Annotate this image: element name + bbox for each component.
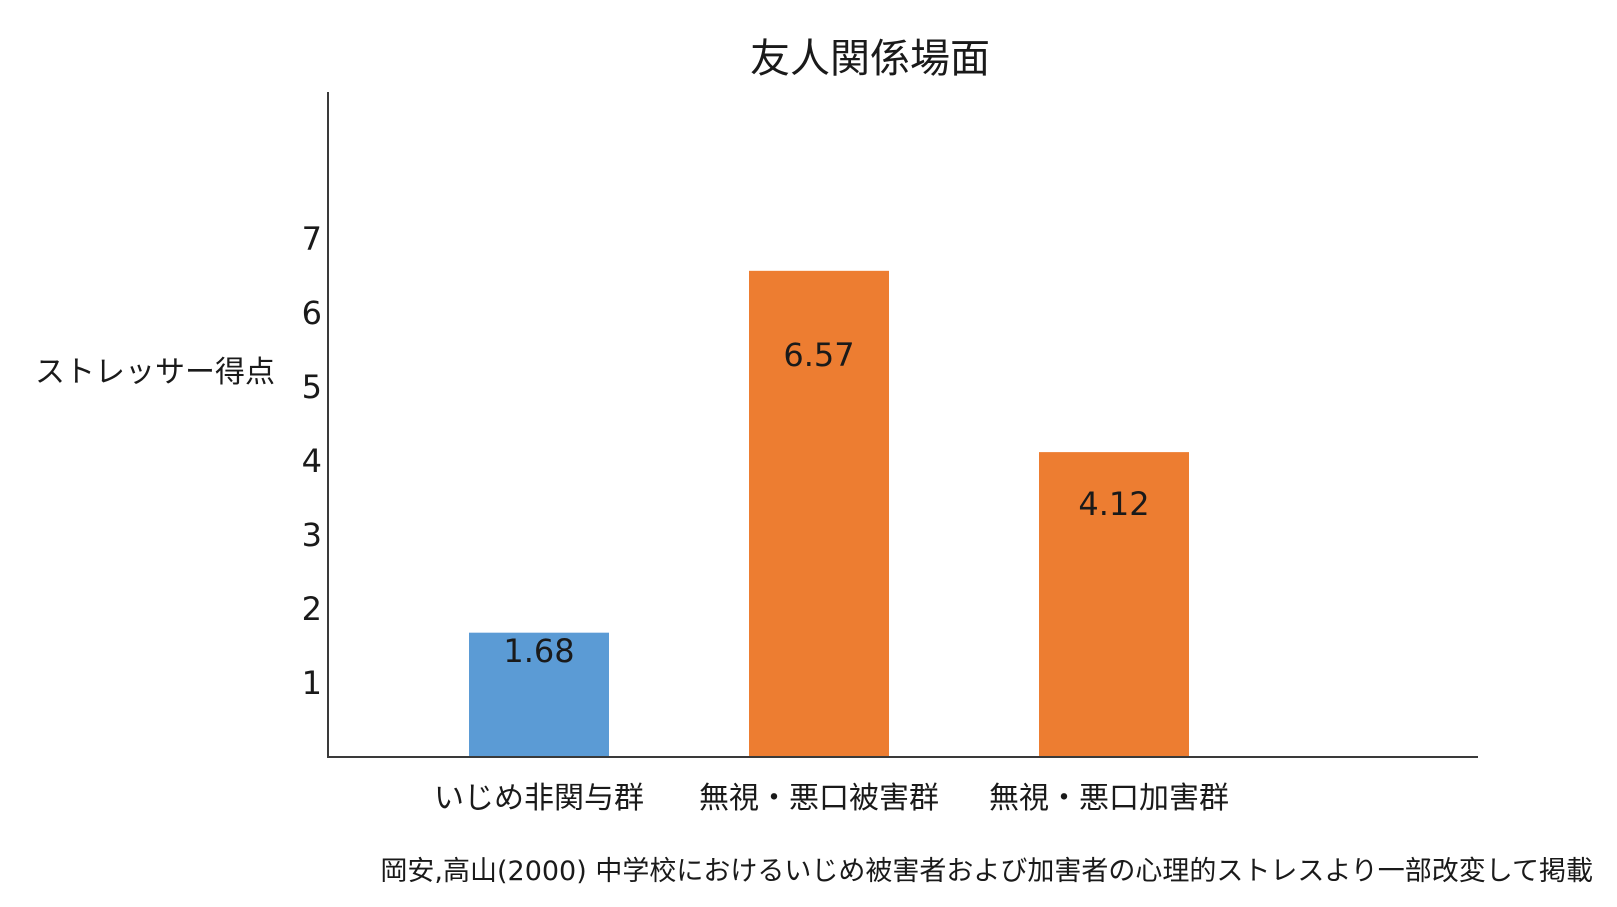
y-tick-label: 5 xyxy=(302,368,322,406)
bar xyxy=(469,632,609,757)
x-category-label: 無視・悪口被害群 xyxy=(699,781,939,816)
y-tick-label: 2 xyxy=(302,590,322,628)
y-axis-ticks: 1 2 3 4 5 6 7 xyxy=(302,220,322,702)
chart-title: 友人関係場面 xyxy=(750,36,990,82)
data-labels: 1.68 6.57 4.12 xyxy=(503,336,1149,670)
data-label: 6.57 xyxy=(783,336,854,374)
source-note: 岡安,高山(2000) 中学校におけるいじめ被害者および加害者の心理的ストレスよ… xyxy=(380,856,1593,887)
x-category-label: 無視・悪口加害群 xyxy=(989,781,1229,816)
y-tick-label: 1 xyxy=(302,664,322,702)
bar xyxy=(749,270,889,757)
y-tick-label: 6 xyxy=(302,294,322,332)
data-label: 1.68 xyxy=(503,632,574,670)
x-axis-categories: いじめ非関与群 無視・悪口被害群 無視・悪口加害群 xyxy=(434,781,1229,816)
x-category-label: いじめ非関与群 xyxy=(434,781,644,816)
data-label: 4.12 xyxy=(1078,485,1149,523)
bar xyxy=(1039,452,1189,757)
y-tick-label: 4 xyxy=(302,442,322,480)
y-tick-label: 3 xyxy=(302,516,322,554)
y-tick-label: 7 xyxy=(302,220,322,258)
y-axis-label: ストレッサー得点 xyxy=(35,355,275,390)
bars xyxy=(469,270,1189,757)
